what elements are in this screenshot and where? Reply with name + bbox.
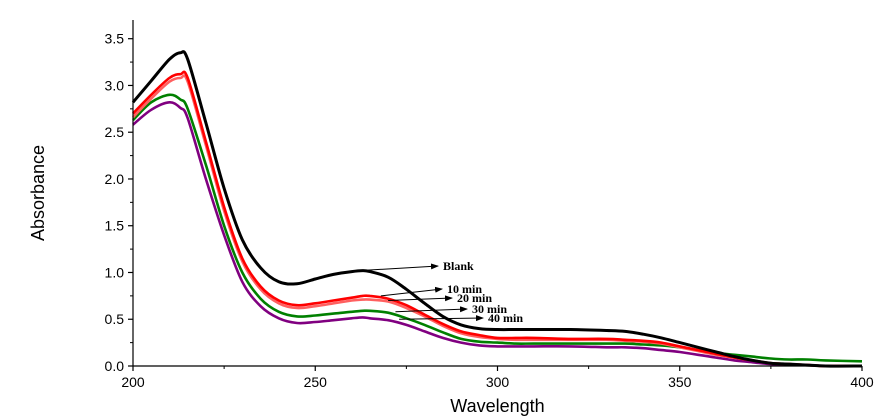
annotation-label: 20 min bbox=[457, 291, 492, 305]
x-tick-label: 350 bbox=[668, 374, 692, 390]
y-tick-label: 2.5 bbox=[105, 124, 125, 140]
x-tick-label: 300 bbox=[486, 374, 510, 390]
y-tick-label: 0.5 bbox=[105, 311, 125, 327]
annotation-arrow bbox=[388, 295, 453, 302]
annotation-arrow bbox=[399, 315, 484, 322]
annotation-arrow bbox=[358, 263, 439, 272]
annotation-arrow bbox=[380, 286, 443, 297]
series-line-40-min bbox=[132, 100, 863, 368]
annotation-label: 30 min bbox=[472, 302, 507, 316]
annotation-label: 40 min bbox=[488, 311, 523, 325]
y-tick-label: 0.0 bbox=[105, 358, 125, 374]
series-line-blank bbox=[131, 50, 863, 368]
y-tick-label: 2.0 bbox=[105, 171, 125, 187]
x-tick-label: 250 bbox=[304, 374, 328, 390]
y-ticks: 0.0 0.5 1.0 1.5 2.0 2.5 3.0 3.5 bbox=[105, 31, 133, 374]
annotation-label: Blank bbox=[443, 259, 474, 273]
series-layer bbox=[131, 50, 863, 368]
x-axis-title: Wavelength bbox=[450, 396, 544, 416]
y-tick-label: 3.0 bbox=[105, 77, 125, 93]
y-tick-label: 1.0 bbox=[105, 264, 125, 280]
x-tick-label: 400 bbox=[850, 374, 874, 390]
y-axis-title: Absorbance bbox=[28, 145, 48, 241]
x-ticks: 200 250 300 350 400 bbox=[121, 366, 874, 390]
annotation-label: 10 min bbox=[447, 282, 482, 296]
y-tick-label: 1.5 bbox=[105, 218, 125, 234]
x-tick-label: 200 bbox=[121, 374, 145, 390]
annotation-arrow bbox=[395, 306, 468, 313]
y-tick-label: 3.5 bbox=[105, 31, 125, 47]
